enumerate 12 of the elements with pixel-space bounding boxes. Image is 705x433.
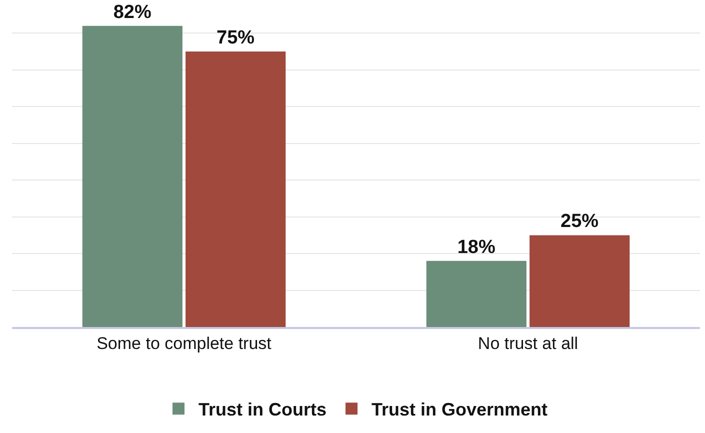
x-tick-label: Some to complete trust — [96, 334, 272, 354]
data-label: 18% — [457, 236, 496, 258]
bar — [186, 52, 286, 327]
legend-label: Trust in Government — [372, 400, 548, 420]
legend-label: Trust in Courts — [198, 400, 327, 420]
data-label: 82% — [113, 2, 152, 23]
bar — [82, 26, 182, 327]
x-tick-label: No trust at all — [478, 334, 578, 354]
data-label: 75% — [216, 28, 255, 49]
data-label: 25% — [560, 211, 599, 232]
bar — [530, 235, 630, 327]
bar — [426, 260, 526, 327]
